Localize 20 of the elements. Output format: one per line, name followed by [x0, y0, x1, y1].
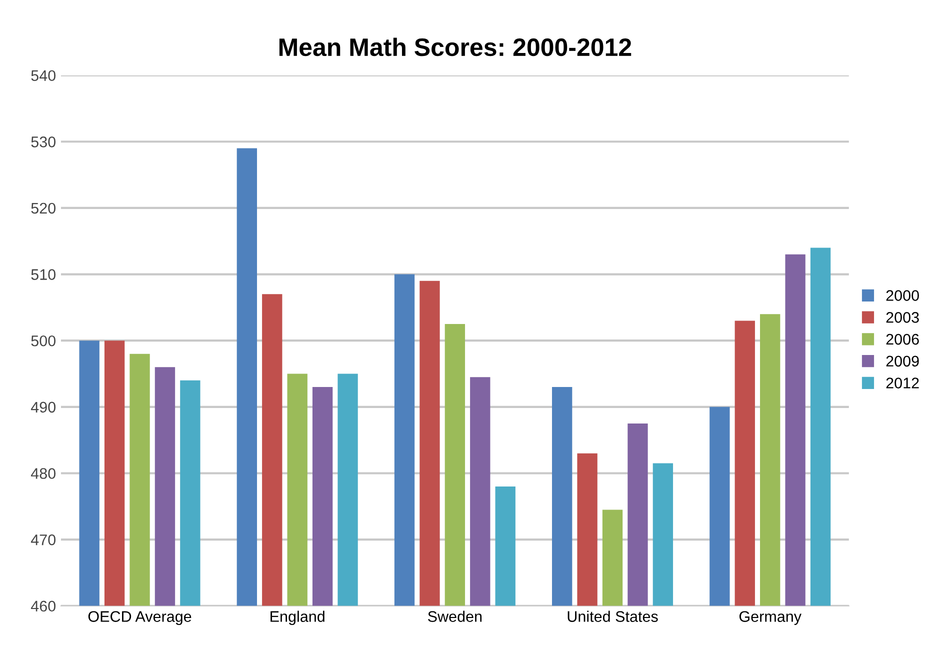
x-tick-label: Sweden	[428, 610, 482, 622]
y-tick-label: 460	[30, 600, 56, 612]
y-tick-label: 500	[31, 335, 56, 346]
y-tick-label: 520	[31, 202, 56, 214]
legend-label: 2012	[886, 378, 919, 388]
x-tick-label: OECD Average	[88, 611, 192, 625]
x-tick-label: United States	[568, 610, 658, 622]
legend-label: 2009	[886, 356, 919, 367]
y-tick-label: 470	[30, 534, 56, 546]
x-tick-label: Germany	[739, 611, 802, 625]
legend-label: 2003	[886, 312, 919, 323]
y-tick-label: 480	[30, 468, 56, 479]
y-tick-label: 540	[31, 70, 56, 82]
y-tick-label: 530	[31, 136, 56, 148]
chart-title: Mean Math Scores: 2000-2012	[279, 38, 632, 56]
legend-label: 2000	[886, 290, 919, 301]
y-tick-label: 510	[31, 269, 56, 280]
x-tick-label: England	[270, 610, 324, 625]
legend-label: 2006	[886, 334, 919, 345]
y-tick-label: 490	[30, 402, 56, 413]
